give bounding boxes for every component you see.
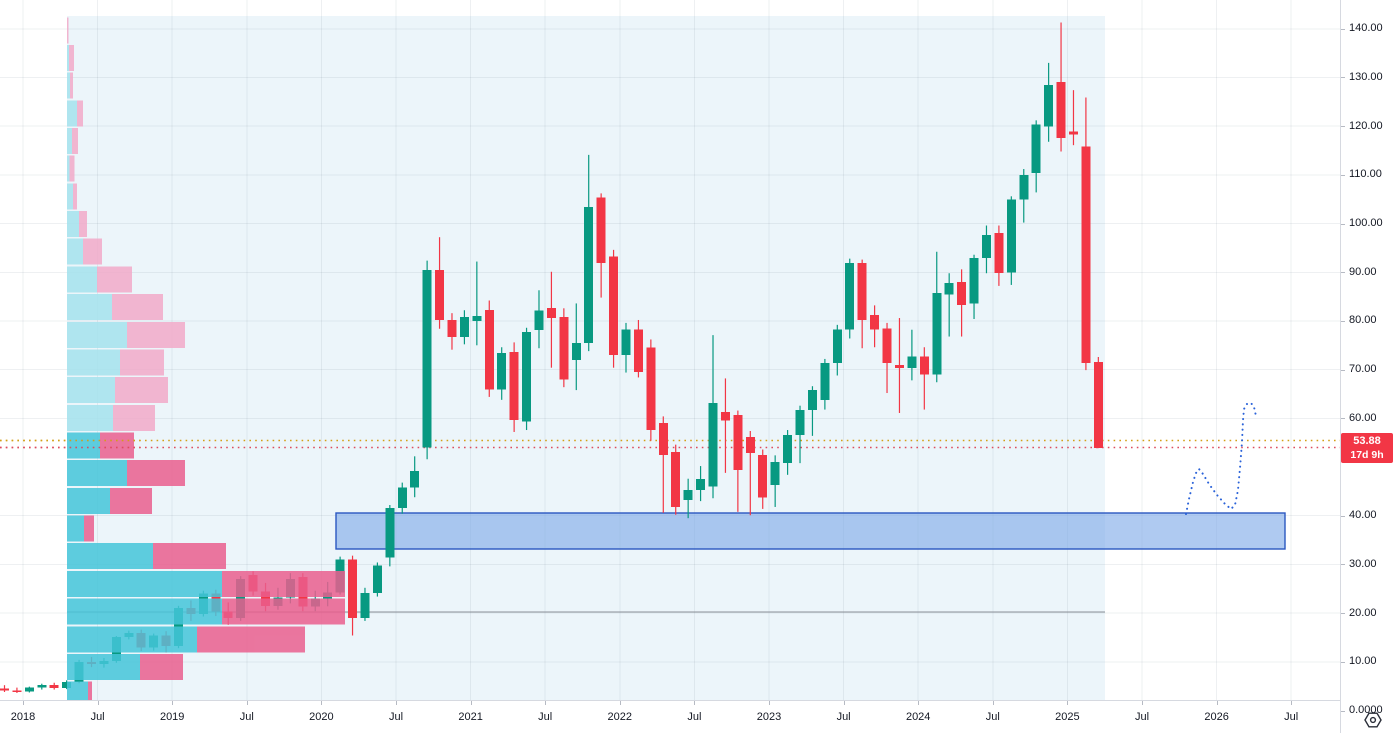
time-axis-tick — [172, 701, 174, 705]
time-axis-tick — [1291, 701, 1293, 705]
price-axis-label: 130.00 — [1349, 70, 1383, 83]
price-axis-label: 80.00 — [1349, 314, 1377, 327]
time-axis-tick — [769, 701, 770, 705]
price-axis-tick — [1341, 272, 1345, 274]
time-axis-tick — [918, 701, 920, 705]
price-axis[interactable]: 140.00 130.00 120.00 110.00 100.00 90.00 80.00… — [1340, 0, 1394, 733]
price-axis-label: 90.00 — [1349, 265, 1377, 278]
time-axis-tick — [396, 701, 397, 705]
time-axis-tick — [321, 701, 323, 705]
last-price-value: 53.88 — [1353, 435, 1381, 447]
time-axis-tick — [545, 701, 547, 705]
time-axis-label: 2020 — [309, 711, 334, 723]
last-price-badge: 53.88 17d 9h — [1341, 433, 1393, 463]
time-axis-label: Jul — [687, 711, 702, 723]
scale-settings-icon[interactable] — [1362, 710, 1384, 730]
price-axis-label: 30.00 — [1349, 557, 1377, 570]
time-axis-label: Jul — [985, 711, 1000, 723]
time-axis-tick — [97, 701, 99, 705]
price-axis-tick — [1341, 320, 1345, 322]
price-axis-tick — [1341, 174, 1345, 176]
candlestick-series — [0, 22, 1103, 693]
price-axis-label: 110.00 — [1349, 168, 1382, 181]
time-axis-tick — [619, 701, 621, 705]
time-axis-label: Jul — [1284, 711, 1299, 723]
time-axis-tick — [1067, 701, 1069, 705]
data-range-tint — [67, 16, 1105, 700]
time-axis-label: 2024 — [905, 711, 931, 723]
time-axis-tick — [246, 701, 248, 705]
price-axis-tick — [1341, 661, 1345, 663]
price-axis-tick — [1341, 223, 1345, 225]
time-axis-label: Jul — [90, 711, 105, 723]
time-axis-label: 2021 — [458, 711, 483, 723]
time-axis-tick — [694, 701, 696, 705]
time-axis-label: 2025 — [1055, 711, 1080, 723]
price-axis-tick — [1341, 369, 1345, 371]
chart-canvas[interactable] — [0, 0, 1340, 700]
time-axis-tick — [992, 701, 994, 705]
time-axis-label: Jul — [239, 711, 254, 723]
time-axis-label: Jul — [1134, 711, 1150, 723]
bar-countdown: 17d 9h — [1350, 449, 1384, 461]
price-axis-tick — [1341, 613, 1345, 615]
time-axis-label: 2018 — [10, 711, 36, 723]
time-axis-tick — [1142, 701, 1143, 705]
time-axis-tick — [843, 701, 845, 705]
time-axis-tick — [1216, 701, 1218, 705]
support-zone-rectangle[interactable] — [335, 512, 1286, 550]
price-axis-label: 100.00 — [1349, 217, 1383, 230]
time-axis-label: 2026 — [1204, 711, 1229, 723]
time-axis-tick — [23, 701, 24, 705]
price-axis-tick — [1341, 564, 1345, 566]
price-axis-tick — [1341, 77, 1345, 79]
projection-squiggle-drawing[interactable] — [1185, 402, 1257, 515]
time-axis-label: 2022 — [607, 711, 633, 723]
price-axis-tick — [1341, 28, 1345, 30]
volume-profile[interactable] — [67, 17, 345, 700]
price-axis-label: 10.00 — [1349, 655, 1377, 668]
time-axis-label: Jul — [836, 711, 851, 723]
price-axis-label: 120.00 — [1349, 119, 1383, 132]
price-axis-label: 60.00 — [1349, 411, 1377, 424]
time-axis-label: Jul — [388, 711, 404, 723]
price-axis-tick — [1341, 515, 1345, 517]
time-axis-label: 2023 — [756, 711, 782, 723]
time-axis-label: Jul — [538, 711, 553, 723]
time-axis[interactable]: 2018 Jul 2019 Jul 2020 Jul 2021 Jul 2022 Jul 2023 J… — [0, 700, 1340, 733]
time-axis-tick — [470, 701, 472, 705]
price-axis-tick — [1341, 418, 1345, 420]
time-axis-label: 2019 — [159, 711, 185, 723]
price-axis-label: 140.00 — [1349, 22, 1383, 35]
price-axis-label: 20.00 — [1349, 606, 1377, 619]
price-axis-tick — [1341, 710, 1345, 712]
price-axis-tick — [1341, 126, 1345, 128]
price-axis-label: 70.00 — [1349, 363, 1377, 376]
price-axis-label: 40.00 — [1349, 509, 1377, 522]
